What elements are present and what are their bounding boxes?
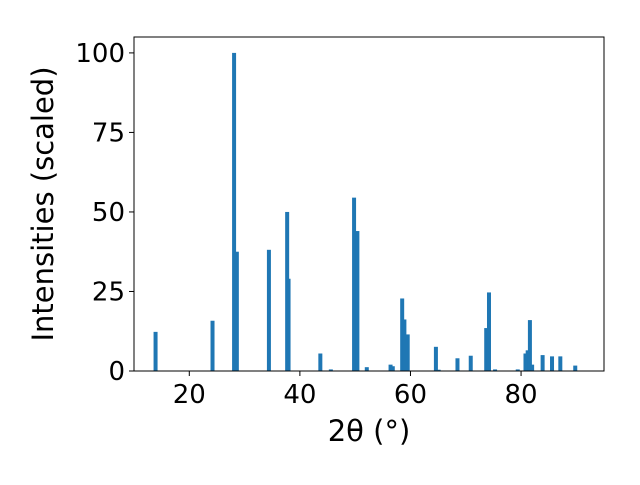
bar — [550, 356, 555, 371]
bar — [484, 328, 489, 371]
bar — [400, 298, 405, 371]
x-tick-label: 40 — [283, 380, 316, 410]
y-axis-label: Intensities (scaled) — [26, 66, 60, 341]
bar — [318, 353, 323, 371]
bar — [210, 320, 215, 371]
x-tick-label: 60 — [394, 380, 427, 410]
bar — [436, 369, 441, 371]
bar — [355, 231, 360, 371]
y-tick-label: 75 — [92, 118, 125, 148]
bar — [530, 364, 535, 371]
y-tick-label: 25 — [92, 277, 125, 307]
bar — [515, 369, 520, 371]
bar — [493, 369, 498, 371]
bar — [540, 355, 545, 371]
x-axis-ticks: 20 40 60 80 — [173, 371, 538, 410]
bar — [153, 331, 158, 371]
bar — [232, 52, 237, 372]
x-axis-label: 2θ (°) — [328, 414, 411, 448]
y-tick-label: 50 — [92, 198, 125, 228]
bar — [266, 249, 271, 371]
bar — [388, 364, 393, 371]
bar — [402, 319, 407, 371]
bar — [455, 358, 460, 371]
bar — [390, 366, 395, 371]
y-tick-label: 100 — [75, 39, 125, 69]
bar — [486, 292, 491, 371]
bar — [286, 278, 291, 371]
bar — [364, 367, 369, 371]
x-tick-label: 80 — [505, 380, 538, 410]
bars-group — [153, 52, 578, 372]
bar — [328, 369, 333, 371]
bar — [527, 320, 532, 371]
bar — [234, 251, 239, 371]
bar — [352, 197, 357, 371]
bar — [558, 356, 563, 371]
x-tick-label: 20 — [173, 380, 206, 410]
y-tick-label: 0 — [108, 357, 125, 387]
bar — [525, 350, 530, 371]
bar — [433, 346, 438, 371]
y-axis-ticks: 0 25 50 75 100 — [75, 39, 134, 387]
bar — [523, 353, 528, 371]
bar — [405, 334, 410, 371]
bar — [573, 365, 578, 371]
plot-frame — [133, 36, 605, 372]
bar — [468, 355, 473, 371]
